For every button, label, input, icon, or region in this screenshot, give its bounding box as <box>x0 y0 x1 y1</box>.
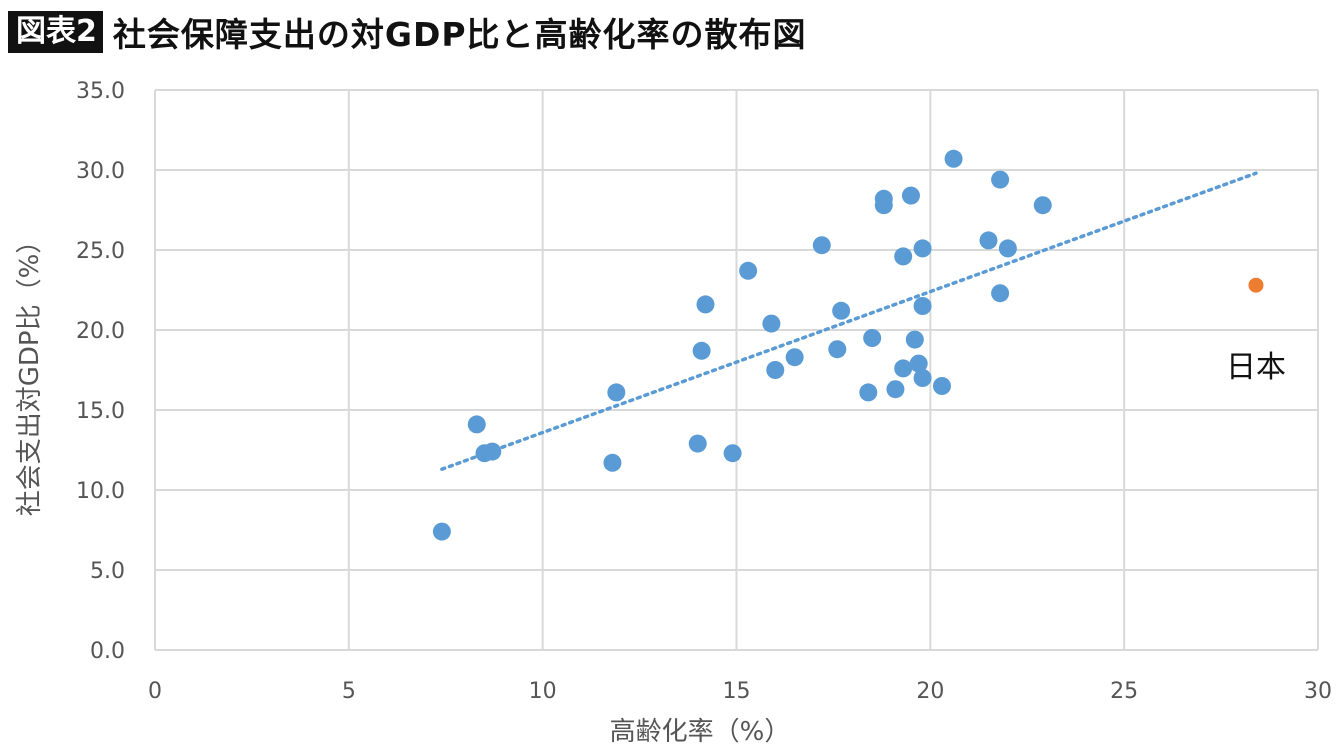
x-tick-label: 5 <box>342 679 356 704</box>
data-point <box>692 341 711 360</box>
data-point <box>886 380 905 399</box>
data-point <box>991 170 1010 189</box>
data-point <box>894 247 913 266</box>
data-point <box>901 186 920 205</box>
x-tick-label: 10 <box>529 679 557 704</box>
y-tick-label: 5.0 <box>90 559 125 584</box>
data-point <box>467 415 486 434</box>
data-point <box>785 348 804 367</box>
y-tick-label: 0.0 <box>90 639 125 664</box>
y-tick-label: 15.0 <box>76 399 125 424</box>
trendline <box>440 171 1258 471</box>
x-tick-label: 0 <box>148 679 162 704</box>
highlight-point-japan <box>1248 277 1264 293</box>
data-point <box>723 444 742 463</box>
data-point <box>863 329 882 347</box>
chart-title: 社会保障支出の対GDP比と高齢化率の散布図 <box>112 15 807 54</box>
data-point <box>828 340 847 359</box>
data-points <box>432 149 1052 541</box>
x-tick-label: 15 <box>723 679 751 704</box>
highlight-group: 日本 <box>1226 277 1286 385</box>
data-point <box>932 377 951 395</box>
trendline-group <box>440 171 1258 471</box>
data-point <box>812 236 831 255</box>
y-tick-label: 20.0 <box>76 319 125 344</box>
y-axis-label: 社会支出対GDP比（%） <box>15 228 45 517</box>
y-axis-ticks: 0.0 5.0 10.0 15.0 20.0 25.0 30.0 35.0 <box>76 79 125 664</box>
x-axis-label: 高齢化率（%） <box>610 717 791 747</box>
data-point <box>832 301 851 320</box>
data-point <box>739 261 758 280</box>
data-point <box>762 314 781 333</box>
x-axis-ticks: 0 5 10 15 20 25 30 <box>148 679 1332 704</box>
data-point <box>913 239 932 258</box>
data-point <box>944 149 963 168</box>
y-tick-label: 10.0 <box>76 479 125 504</box>
data-point <box>874 189 893 208</box>
data-point <box>913 297 932 315</box>
x-tick-label: 20 <box>916 679 944 704</box>
y-tick-label: 30.0 <box>76 159 125 184</box>
data-point <box>913 369 932 387</box>
figure-tag: 図表2 <box>8 11 103 53</box>
highlight-label-japan: 日本 <box>1226 350 1286 385</box>
data-point <box>696 295 715 314</box>
data-point <box>1033 196 1052 215</box>
data-point <box>766 361 785 379</box>
y-tick-label: 25.0 <box>76 239 125 264</box>
data-point <box>909 354 928 373</box>
x-tick-label: 25 <box>1110 679 1138 704</box>
data-point <box>603 453 622 472</box>
data-point <box>905 330 924 349</box>
data-point <box>991 284 1010 303</box>
data-point <box>432 522 451 541</box>
data-point <box>998 239 1017 258</box>
y-tick-label: 35.0 <box>76 79 125 104</box>
data-point <box>688 434 707 453</box>
grid-lines <box>154 89 1319 651</box>
data-point <box>979 231 998 250</box>
chart-header: 図表2 社会保障支出の対GDP比と高齢化率の散布図 <box>8 6 807 58</box>
data-point <box>859 383 878 402</box>
data-point <box>607 383 626 402</box>
data-point <box>483 442 502 461</box>
data-point <box>894 359 913 378</box>
x-tick-label: 30 <box>1304 679 1332 704</box>
